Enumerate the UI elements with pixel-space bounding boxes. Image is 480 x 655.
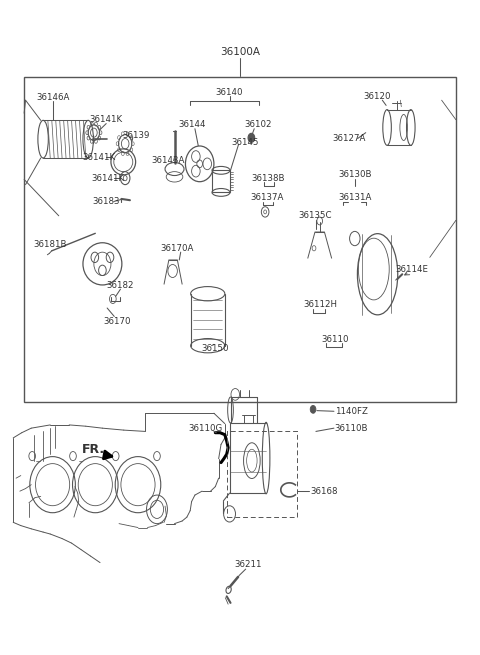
Text: 36131A: 36131A xyxy=(338,193,372,202)
Circle shape xyxy=(310,405,316,413)
Text: 1140FZ: 1140FZ xyxy=(335,407,368,416)
Text: 36181B: 36181B xyxy=(34,240,67,249)
Text: 36138B: 36138B xyxy=(252,174,285,183)
Text: 36146A: 36146A xyxy=(36,93,69,102)
Text: 36110: 36110 xyxy=(321,335,348,344)
Text: 36183: 36183 xyxy=(93,197,120,206)
Text: 36211: 36211 xyxy=(235,560,262,569)
Text: 36102: 36102 xyxy=(244,121,272,130)
Text: 36120: 36120 xyxy=(364,92,391,101)
Bar xyxy=(212,170,230,193)
Text: 36139: 36139 xyxy=(123,132,150,140)
Text: 36114E: 36114E xyxy=(395,265,428,274)
Text: FR.: FR. xyxy=(82,443,106,456)
Text: 36143A: 36143A xyxy=(151,156,185,165)
Bar xyxy=(24,77,456,402)
Text: 36112H: 36112H xyxy=(304,300,337,309)
Text: 36150: 36150 xyxy=(202,344,229,353)
Text: 36127A: 36127A xyxy=(333,134,366,143)
Text: 36110G: 36110G xyxy=(189,424,223,433)
Circle shape xyxy=(248,134,255,142)
Text: 36130B: 36130B xyxy=(338,170,372,179)
Text: 36137A: 36137A xyxy=(251,193,284,202)
Text: 36140: 36140 xyxy=(216,88,243,97)
Text: 36141K: 36141K xyxy=(82,153,115,162)
Text: 36141K: 36141K xyxy=(90,115,123,124)
Text: 36144: 36144 xyxy=(179,121,206,130)
Text: 36170A: 36170A xyxy=(161,244,194,253)
Text: 36135C: 36135C xyxy=(298,212,332,220)
Text: 36145: 36145 xyxy=(231,138,259,147)
Text: 36170: 36170 xyxy=(103,316,131,326)
Text: 36182: 36182 xyxy=(107,281,134,290)
Text: 36141K: 36141K xyxy=(92,174,125,183)
Text: 36110B: 36110B xyxy=(335,424,368,433)
Text: 36168: 36168 xyxy=(310,487,338,496)
Text: 36100A: 36100A xyxy=(220,47,260,57)
